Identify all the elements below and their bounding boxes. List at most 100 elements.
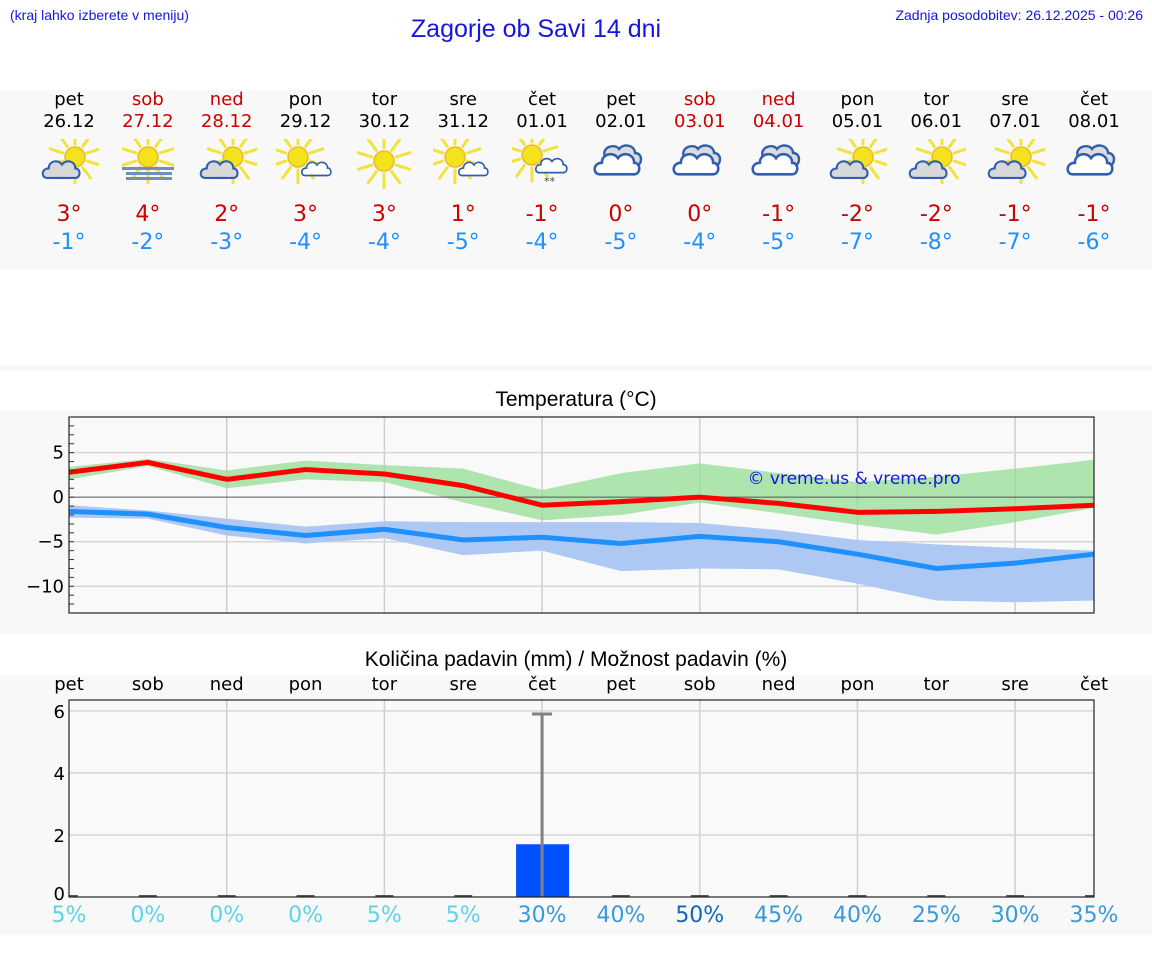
y-tick-label: −10 — [26, 576, 64, 597]
sun-small-cloud-icon — [271, 129, 336, 189]
temp-max: -1° — [525, 202, 559, 227]
day-date: 01.01 — [516, 111, 568, 132]
day-name: ned — [761, 89, 796, 110]
precip-probability: 5% — [51, 903, 87, 928]
day-date: 06.01 — [910, 111, 963, 132]
y-tick-label: 5 — [53, 443, 64, 464]
x-axis-day-label: pon — [840, 674, 875, 695]
last-updated: Zadnja posodobitev: 26.12.2025 - 00:26 — [895, 7, 1143, 23]
temp-max: 3° — [56, 202, 82, 227]
precip-probability: 25% — [911, 903, 961, 928]
precip-probability: 5% — [445, 903, 481, 928]
temp-min: -2° — [131, 230, 165, 255]
partly-cloudy-sun-icon — [985, 129, 1048, 189]
y-tick-label: 0 — [54, 884, 65, 905]
temp-min: -8° — [919, 230, 953, 255]
y-tick-label: −5 — [37, 532, 64, 553]
temp-min: -4° — [683, 230, 717, 255]
temp-max: 0° — [687, 202, 713, 227]
forecast-day: čet 08.01 -1° -6° — [1055, 89, 1133, 257]
day-date: 05.01 — [831, 111, 884, 132]
forecast-day: pon 05.01 -2° -7° — [818, 89, 896, 257]
x-axis-day-label: ned — [761, 674, 796, 695]
day-date: 28.12 — [200, 111, 253, 132]
page-title: Zagorje ob Savi 14 dni — [410, 15, 662, 43]
precip-probability: 0% — [288, 903, 323, 928]
forecast-day: ned 04.01 -1° -5° — [740, 89, 818, 257]
temp-max: 2° — [214, 202, 240, 227]
day-date: 02.01 — [595, 111, 647, 132]
temp-max: 3° — [371, 202, 397, 227]
cloudy-icon — [749, 139, 809, 189]
forecast-day: sob 03.01 0° -4° — [661, 89, 739, 257]
day-date: 30.12 — [358, 111, 411, 132]
day-date: 26.12 — [43, 111, 95, 132]
day-date: 03.01 — [674, 111, 726, 132]
forecast-day: ned 28.12 2° -3° — [188, 89, 266, 257]
temp-max: -1° — [1077, 202, 1111, 227]
day-date: 31.12 — [437, 111, 489, 132]
sun-cloud-snow-icon: ** — [505, 127, 572, 189]
temp-max: 3° — [293, 202, 319, 227]
cloudy-icon — [1064, 139, 1124, 189]
precip-probability: 0% — [130, 903, 166, 928]
day-name: ned — [209, 89, 244, 110]
temp-max: -2° — [840, 202, 874, 227]
precip-probability: 35% — [1069, 903, 1119, 928]
precip-probability: 5% — [366, 903, 402, 928]
day-name: čet — [1079, 89, 1109, 110]
day-date: 07.01 — [989, 111, 1041, 132]
day-name: pet — [54, 89, 84, 110]
svg-text:**: ** — [544, 175, 556, 188]
day-date: 27.12 — [122, 111, 174, 132]
day-name: sob — [131, 89, 164, 110]
temp-max: -1° — [998, 202, 1032, 227]
day-name: pon — [840, 89, 875, 110]
temp-max: -2° — [919, 202, 953, 227]
day-name: čet — [528, 89, 557, 110]
temp-min: -5° — [604, 230, 638, 255]
precip-probability: 30% — [990, 903, 1040, 928]
temp-max: 1° — [450, 202, 476, 227]
temp-min: -6° — [1077, 230, 1111, 255]
temp-max: 0° — [608, 202, 634, 227]
cloudy-icon — [591, 139, 651, 189]
precip-chart-title: Količina padavin (mm) / Možnost padavin … — [364, 648, 788, 671]
section-divider — [0, 365, 1152, 371]
forecast-days: pet 26.12 3° -1° sob 27.12 4° -2° ned 28.12 2° -3° p… — [0, 89, 1152, 269]
y-tick-label: 0 — [53, 487, 64, 508]
temp-min: -1° — [52, 230, 86, 255]
forecast-strip — [0, 90, 1152, 270]
partly-cloudy-sun-icon — [827, 129, 890, 189]
y-tick-label: 2 — [54, 826, 65, 847]
precip-probability: 45% — [754, 903, 804, 928]
forecast-day: pet 02.01 0° -5° — [582, 89, 660, 257]
forecast-day: pon 29.12 3° -4° — [267, 89, 345, 257]
temp-min: -7° — [998, 230, 1032, 255]
x-axis-day-label: čet — [528, 674, 557, 695]
x-axis-day-label: tor — [371, 674, 398, 695]
day-name: sob — [683, 89, 716, 110]
day-name: sre — [1001, 89, 1029, 110]
forecast-day: sob 27.12 4° -2° — [109, 89, 187, 257]
precip-day-labels: pet sob ned pon tor sre čet pet sob ned pon tor sre č… — [0, 674, 1152, 698]
temp-min: -4° — [289, 230, 322, 255]
x-axis-day-label: pet — [606, 674, 636, 695]
day-name: tor — [371, 89, 398, 110]
x-axis-day-label: tor — [923, 674, 950, 695]
temp-min: -5° — [446, 230, 480, 255]
x-axis-day-label: ned — [209, 674, 244, 695]
precip-probability: 0% — [209, 903, 245, 928]
precip-probability: 30% — [517, 903, 567, 928]
temperature-chart-title: Temperatura (°C) — [495, 388, 657, 411]
partly-cloudy-sun-icon — [197, 129, 259, 189]
forecast-day: sre 07.01 -1° -7° — [976, 89, 1054, 257]
precip-probability: 50% — [675, 903, 725, 928]
location-menu-hint[interactable]: (kraj lahko izberete v meniju) — [10, 7, 189, 23]
y-tick-label: 6 — [54, 702, 65, 723]
forecast-day: tor 06.01 -2° -8° — [897, 89, 975, 257]
y-tick-label: 4 — [54, 764, 65, 785]
temp-max: -1° — [762, 202, 796, 227]
